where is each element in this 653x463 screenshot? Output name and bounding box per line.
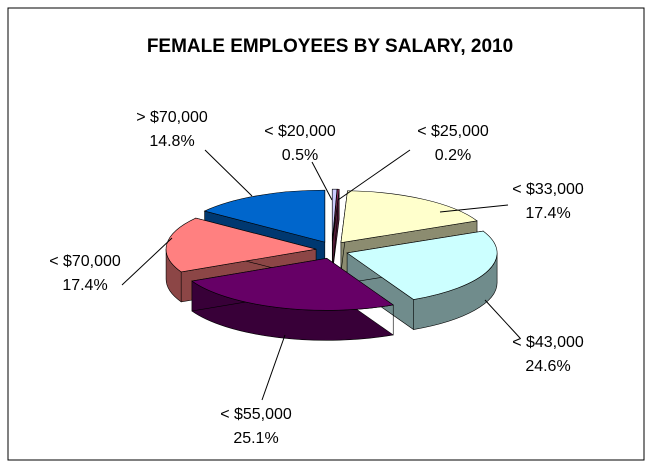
value-label: 0.2%	[435, 147, 471, 164]
slice	[203, 189, 326, 243]
chart-title: FEMALE EMPLOYEES BY SALARY, 2010	[147, 36, 513, 57]
value-label: 25.1%	[233, 430, 278, 447]
leader-line	[204, 149, 253, 197]
category-label: < $55,000	[220, 406, 292, 423]
leader-line	[261, 334, 286, 401]
slice	[332, 188, 340, 242]
value-label: 14.8%	[149, 133, 194, 150]
chart-frame	[7, 7, 645, 461]
leader-line	[337, 149, 411, 201]
slice	[165, 217, 317, 273]
slice	[331, 188, 338, 242]
slice	[191, 258, 394, 311]
category-label: < $25,000	[417, 123, 489, 140]
leader-line	[484, 299, 521, 339]
leader-line	[311, 161, 333, 201]
category-label: < $20,000	[264, 123, 336, 140]
leader-line	[439, 204, 509, 213]
category-label: < $43,000	[512, 334, 584, 351]
slice	[340, 190, 478, 244]
category-label: < $70,000	[49, 253, 121, 270]
category-label: > $70,000	[136, 109, 208, 126]
slice	[346, 230, 498, 300]
leader-line	[121, 237, 173, 286]
category-label: < $33,000	[512, 181, 584, 198]
value-label: 0.5%	[282, 147, 318, 164]
value-label: 24.6%	[525, 358, 570, 375]
value-label: 17.4%	[525, 205, 570, 222]
value-label: 17.4%	[62, 277, 107, 294]
